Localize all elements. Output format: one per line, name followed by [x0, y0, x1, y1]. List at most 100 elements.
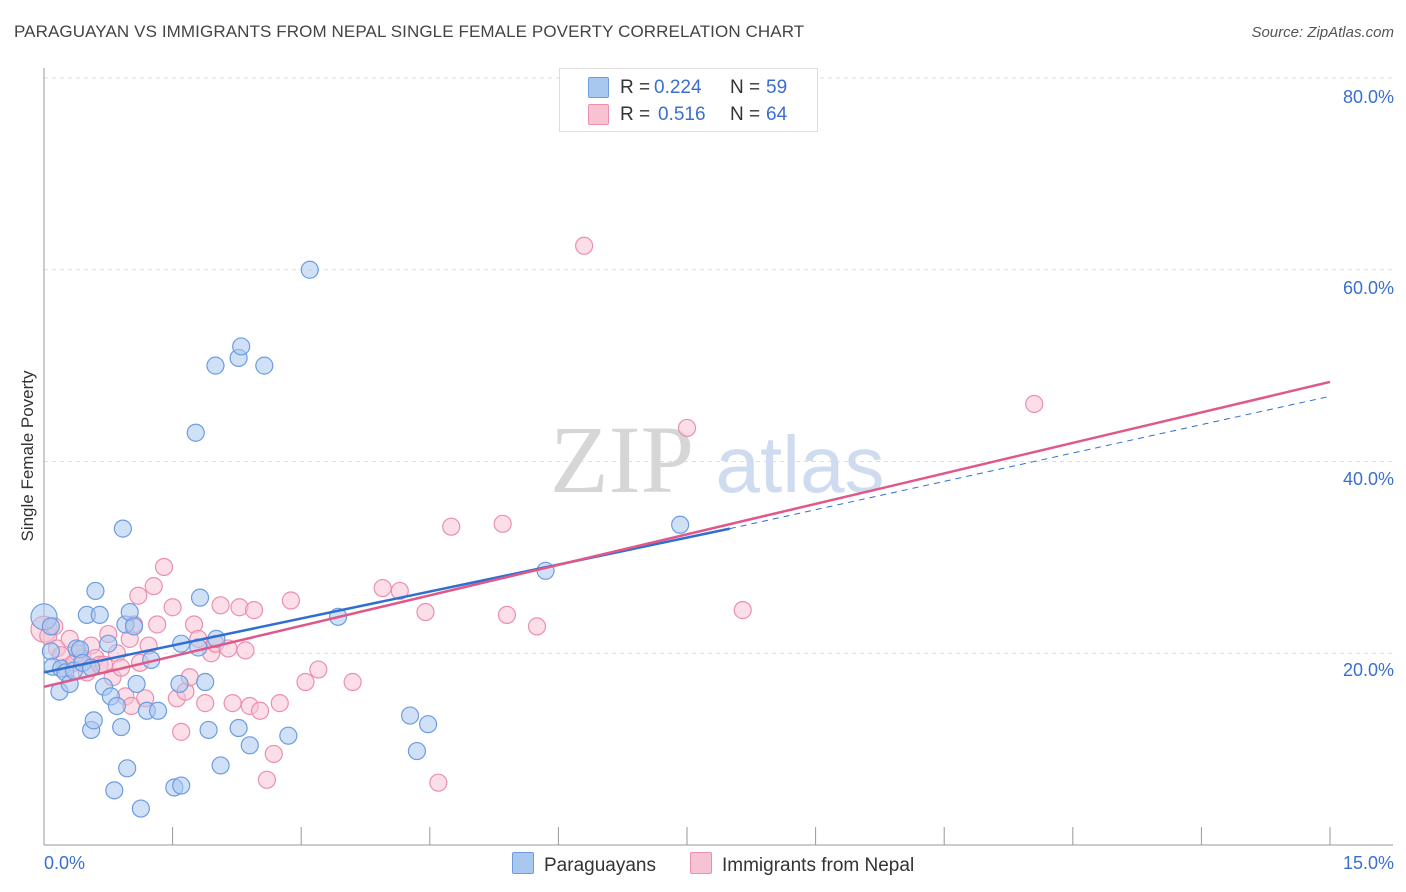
nepal-point-55 [373, 578, 392, 598]
nepal-point-42 [223, 694, 242, 713]
watermark-atlas: atlas [716, 420, 885, 509]
nepal-point-49 [264, 744, 283, 764]
nepal-point-29 [154, 557, 174, 577]
nepal-point-37 [196, 694, 215, 713]
paraguayan-point-54 [418, 715, 438, 734]
paraguayan-point-1 [41, 617, 60, 636]
nepal-point-62 [527, 617, 547, 636]
paraguayan-point-22 [112, 717, 131, 737]
grid-lines [44, 77, 1393, 654]
nepal-point-47 [250, 701, 270, 720]
paraguayan-point-29 [131, 799, 150, 818]
nepal-point-44 [236, 641, 255, 660]
bottom-legend-swatch-blue [512, 852, 534, 874]
trend-lines [43, 380, 1331, 689]
y-tick-label-60: 60.0% [1342, 278, 1394, 298]
nepal-point-27 [144, 577, 163, 596]
paraguayan-point-40 [199, 720, 218, 740]
paraguayans-trend-line [43, 527, 731, 674]
paraguayan-point-28 [127, 674, 146, 694]
bottom-legend-label: Immigrants from Nepal [722, 855, 915, 876]
nepal-point-54 [343, 672, 362, 692]
paraguayan-point-41 [206, 356, 225, 375]
paraguayan-point-2 [41, 642, 60, 661]
legend-n-value: 64 [766, 104, 788, 125]
bottom-legend-swatch-pink [690, 852, 712, 874]
nepal-point-28 [148, 615, 167, 634]
y-tick-label-20: 20.0% [1342, 660, 1394, 680]
paraguayan-point-27 [124, 617, 144, 636]
paraguayan-point-32 [148, 701, 168, 720]
nepal-point-46 [244, 601, 264, 620]
paraguayan-point-38 [190, 588, 210, 607]
paraguayan-point-16 [90, 605, 109, 625]
series-immigrants-from-nepal [30, 236, 1044, 792]
bottom-legend-label: Paraguayans [544, 855, 656, 876]
axes [43, 68, 1393, 846]
nepal-point-60 [493, 514, 512, 533]
paraguayan-point-56 [671, 515, 690, 534]
nepal-point-57 [416, 602, 435, 622]
paraguayan-point-48 [255, 356, 274, 375]
paraguayan-point-37 [186, 423, 205, 442]
nepal-point-53 [309, 660, 328, 679]
y-tick-label-80: 80.0% [1342, 87, 1394, 107]
nepal-point-23 [129, 586, 148, 605]
nepal-point-59 [442, 517, 461, 536]
paraguayan-point-53 [407, 741, 427, 761]
legend-swatch-pink [588, 104, 609, 125]
paraguayan-point-18 [99, 634, 118, 653]
nepal-trend-line [43, 380, 1331, 689]
source-credit: Source: ZipAtlas.com [1251, 24, 1394, 41]
nepal-point-58 [429, 773, 448, 792]
legend-n-label: N = [730, 77, 761, 98]
nepal-point-51 [281, 591, 301, 610]
paraguayan-point-49 [279, 726, 298, 745]
nepal-point-30 [163, 598, 182, 617]
x-tick-label-min: 0.0% [44, 853, 86, 873]
paraguayan-point-34 [170, 674, 189, 694]
legend-r-label: R = [620, 104, 651, 125]
legend-r-value: 0.516 [658, 104, 706, 125]
nepal-point-32 [172, 722, 191, 741]
y-tick-label-40: 40.0% [1342, 469, 1394, 489]
watermark-zip: ZIP [550, 406, 694, 513]
paraguayans-trend-extension [729, 395, 1331, 530]
paraguayan-point-35 [172, 776, 191, 795]
paraguayan-point-45 [232, 337, 251, 356]
nepal-point-56 [390, 581, 409, 601]
legend-n-value: 59 [766, 77, 788, 98]
bottom-legend-nepal: Immigrants from Nepal [690, 852, 914, 877]
paraguayan-point-15 [86, 581, 105, 601]
nepal-point-50 [270, 694, 289, 713]
nepal-point-61 [497, 605, 517, 625]
nepal-point-66 [1025, 394, 1044, 414]
nepal-point-48 [257, 770, 277, 789]
legend-r-value: 0.224 [654, 77, 702, 98]
nepal-point-52 [296, 672, 315, 692]
paraguayan-point-43 [211, 756, 230, 775]
paraguayan-point-50 [300, 260, 319, 279]
legend-swatch-blue [588, 77, 609, 98]
legend-r-label: R = [620, 77, 651, 98]
paraguayan-point-21 [107, 696, 126, 716]
paraguayan-point-14 [84, 711, 103, 730]
bottom-legend-paraguayans: Paraguayans [512, 852, 656, 877]
stats-legend: R = 0.224 N = 59 R = 0.516 N = 64 [559, 68, 818, 132]
x-tick-label-max: 15.0% [1342, 853, 1394, 873]
nepal-point-40 [211, 596, 230, 615]
nepal-point-65 [733, 601, 752, 620]
paraguayan-point-39 [196, 672, 215, 692]
paraguayan-point-20 [105, 781, 124, 800]
paraguayan-point-47 [240, 736, 259, 755]
nepal-point-63 [575, 236, 594, 255]
paraguayan-point-23 [113, 519, 132, 538]
paraguayan-point-46 [229, 718, 248, 738]
paraguayan-point-52 [400, 706, 420, 725]
nepal-point-64 [677, 418, 697, 438]
series-paraguayans [30, 260, 690, 818]
legend-n-label: N = [730, 104, 761, 125]
paraguayan-point-25 [118, 759, 137, 778]
chart-title: PARAGUAYAN VS IMMIGRANTS FROM NEPAL SING… [14, 22, 805, 41]
